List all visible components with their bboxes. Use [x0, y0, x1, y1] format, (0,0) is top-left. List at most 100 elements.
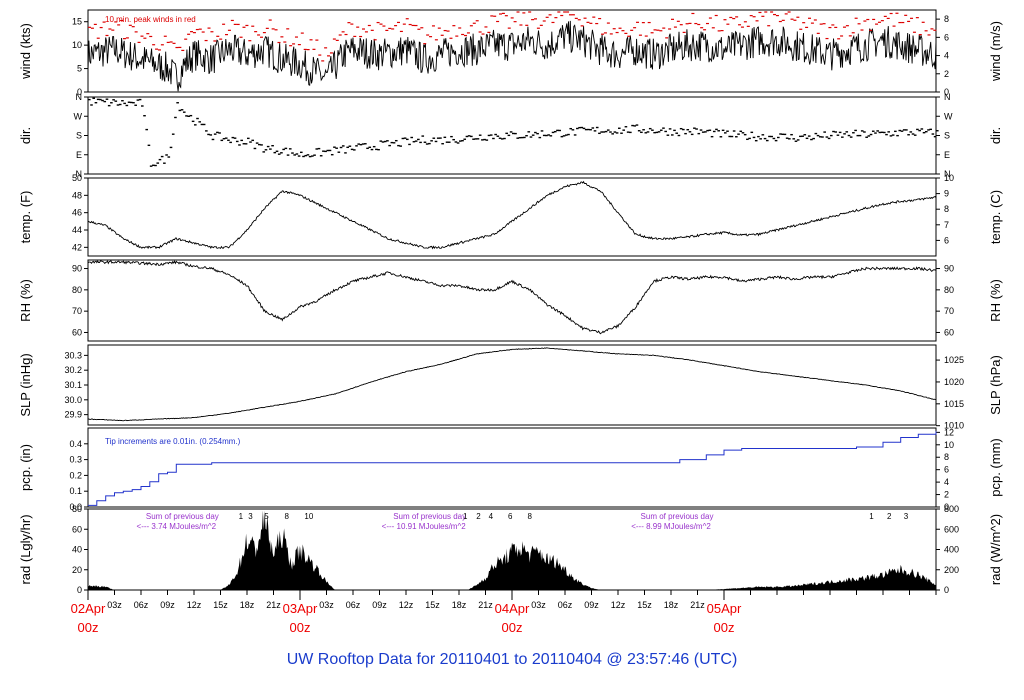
- wind-peak-mark: [166, 41, 170, 44]
- wind-peak-mark: [359, 35, 363, 38]
- dir-point: [167, 156, 171, 158]
- wind-peak-mark: [831, 24, 835, 26]
- wind-peak-mark: [790, 18, 794, 20]
- wind-peak-mark: [233, 23, 237, 25]
- dir-ytick-label-right: W: [944, 111, 953, 121]
- dir-point: [679, 127, 683, 130]
- x-tick-label: 03z: [531, 600, 546, 610]
- temp-ytick-label-left: 46: [72, 208, 82, 218]
- dir-point: [659, 129, 663, 131]
- wind-peak-mark: [501, 12, 505, 15]
- wind-peak-mark: [399, 30, 403, 33]
- dir-point: [690, 133, 694, 136]
- rh-ytick-label-left: 70: [72, 306, 82, 316]
- dir-point: [624, 126, 628, 128]
- pcp-plot-frame: [87, 427, 937, 508]
- dir-point: [107, 104, 111, 107]
- wind-peak-mark: [554, 17, 558, 19]
- dir-point: [90, 104, 93, 106]
- wind-ytick-label-left: 0: [77, 87, 82, 97]
- dir-point: [185, 115, 188, 117]
- wind-peak-mark: [187, 33, 191, 35]
- dir-point: [814, 132, 818, 135]
- dir-point: [165, 154, 168, 156]
- dir-point: [918, 129, 921, 132]
- rad-ytick-label-left: 40: [72, 545, 82, 555]
- x-tick-label: 12z: [611, 600, 626, 610]
- wind-peak-mark: [134, 31, 138, 33]
- date-label-day: 05Apr: [707, 601, 742, 616]
- dir-point: [752, 136, 756, 139]
- dir-point: [695, 128, 698, 130]
- dir-point: [500, 138, 504, 140]
- rad-ytick-label-right: 200: [944, 565, 959, 575]
- dir-point: [858, 134, 862, 137]
- wind-peak-mark: [825, 37, 829, 40]
- wind-peak-mark: [429, 36, 433, 38]
- dir-point: [584, 128, 588, 131]
- dir-point: [560, 135, 564, 138]
- dir-point: [823, 131, 826, 133]
- dir-point: [805, 137, 809, 140]
- rh-ytick-label-left: 60: [72, 327, 82, 337]
- dir-point: [194, 124, 197, 126]
- dir-point: [357, 143, 361, 145]
- dir-point: [284, 147, 288, 150]
- rh-ytick-label-right: 80: [944, 285, 954, 295]
- wind-peak-mark: [799, 28, 803, 30]
- wind-peak-mark: [225, 34, 229, 36]
- dir-point: [509, 131, 513, 133]
- dir-point: [684, 132, 687, 135]
- dir-ytick-label-left: N: [76, 92, 83, 102]
- dir-point: [847, 134, 851, 137]
- dir-point: [651, 129, 654, 131]
- rh-ylabel-right: RH (%): [988, 279, 1003, 322]
- dir-point: [412, 141, 416, 143]
- dir-point: [235, 140, 239, 143]
- x-tick-label: 03z: [107, 600, 122, 610]
- wind-peak-mark: [230, 19, 234, 22]
- wind-peak-mark: [388, 27, 392, 30]
- wind-peak-mark: [796, 16, 800, 18]
- dir-point: [346, 146, 349, 149]
- dir-point: [549, 135, 553, 137]
- dir-point: [377, 148, 380, 151]
- wind-ytick-label-right: 4: [944, 51, 949, 61]
- rad-annotation-value: <--- 8.99 MJoules/m^2: [631, 522, 711, 531]
- dir-point: [196, 117, 199, 120]
- dir-point: [741, 132, 745, 134]
- wind-peak-mark: [120, 19, 124, 22]
- wind-peak-mark: [128, 24, 132, 26]
- dir-point: [765, 139, 769, 142]
- wind-peak-mark: [402, 23, 406, 25]
- wind-peak-mark: [172, 42, 176, 44]
- dir-point: [220, 139, 224, 142]
- dir-point: [518, 136, 522, 139]
- wind-peak-mark: [344, 33, 348, 36]
- wind-ytick-label-right: 2: [944, 69, 949, 79]
- dir-point: [262, 151, 266, 153]
- dir-point: [394, 139, 398, 142]
- x-tick-label: 21z: [478, 600, 493, 610]
- dir-point: [737, 133, 740, 135]
- wind-peak-mark: [845, 25, 849, 27]
- dir-point: [339, 146, 343, 149]
- dir-point: [646, 131, 650, 133]
- dir-point: [470, 135, 473, 138]
- wind-peak-mark: [122, 38, 126, 40]
- rad-hour-mark: 3: [248, 512, 253, 521]
- date-label-time: 00z: [78, 620, 99, 635]
- slp-ytick-label-right: 1025: [944, 355, 964, 365]
- dir-point: [297, 155, 301, 157]
- wind-peak-mark: [504, 15, 508, 17]
- dir-point: [770, 135, 773, 138]
- dir-point: [629, 131, 632, 134]
- dir-point: [182, 111, 186, 113]
- dir-point: [198, 121, 202, 123]
- dir-point: [158, 158, 162, 161]
- dir-point: [498, 137, 502, 139]
- wind-peak-mark: [335, 39, 339, 41]
- temp-plot-frame: [87, 177, 937, 257]
- dir-point: [461, 140, 464, 142]
- dir-point: [648, 127, 652, 130]
